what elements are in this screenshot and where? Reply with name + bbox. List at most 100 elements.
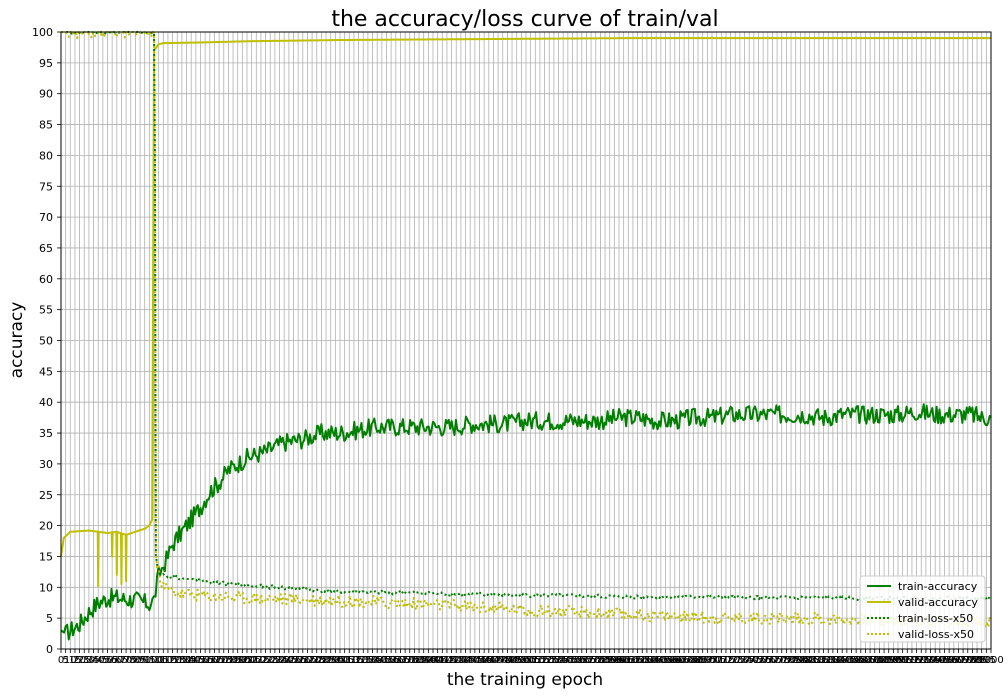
x-tick-label: 105 xyxy=(149,655,168,666)
x-tick-label: 525 xyxy=(540,655,559,666)
y-tick-label: 20 xyxy=(39,520,53,533)
x-tick-label: 300 xyxy=(330,655,349,666)
x-tick-label: 750 xyxy=(749,655,768,666)
x-tick-label: 630 xyxy=(637,655,656,666)
x-tick-label: 455 xyxy=(475,655,494,666)
x-tick-label: 535 xyxy=(549,655,568,666)
x-tick-label: 995 xyxy=(977,655,996,666)
x-tick-label: 170 xyxy=(210,655,229,666)
x-tick-label: 270 xyxy=(303,655,322,666)
x-tick-label: 765 xyxy=(763,655,782,666)
x-tick-label: 970 xyxy=(954,655,973,666)
x-tick-label: 985 xyxy=(968,655,987,666)
x-tick-label: 770 xyxy=(768,655,787,666)
x-tick-label: 900 xyxy=(888,655,907,666)
y-tick-label: 75 xyxy=(39,180,53,193)
x-tick-label: 805 xyxy=(800,655,819,666)
x-tick-label: 650 xyxy=(656,655,675,666)
x-tick-label: 110 xyxy=(154,655,173,666)
x-tick-label: 760 xyxy=(758,655,777,666)
y-tick-label: 35 xyxy=(39,427,53,440)
x-tick-label: 610 xyxy=(619,655,638,666)
x-tick-label: 595 xyxy=(605,655,624,666)
x-tick-label: 885 xyxy=(875,655,894,666)
x-tick-label: 855 xyxy=(847,655,866,666)
x-tick-label: 895 xyxy=(884,655,903,666)
x-tick-label: 480 xyxy=(498,655,517,666)
x-tick-label: 495 xyxy=(512,655,531,666)
x-tick-label: 725 xyxy=(726,655,745,666)
x-tick-label: 490 xyxy=(507,655,526,666)
series-line-train-loss-x50 xyxy=(61,31,992,602)
x-tick-label: 625 xyxy=(633,655,652,666)
x-tick-label: 200 xyxy=(237,655,256,666)
x-tick-label: 580 xyxy=(591,655,610,666)
y-tick-label: 15 xyxy=(39,550,53,563)
x-tick-label: 100 xyxy=(144,655,163,666)
y-tick-label: 25 xyxy=(39,489,53,502)
x-tick-label: 40 xyxy=(92,655,105,666)
x-tick-label: 90 xyxy=(138,655,151,666)
x-tick-label: 410 xyxy=(433,655,452,666)
x-tick-label: 260 xyxy=(293,655,312,666)
x-tick-label: 415 xyxy=(437,655,456,666)
x-tick-label: 450 xyxy=(470,655,489,666)
x-tick-label: 120 xyxy=(163,655,182,666)
x-tick-label: 685 xyxy=(689,655,708,666)
x-tick-label: 935 xyxy=(921,655,940,666)
x-tick-label: 70 xyxy=(120,655,133,666)
x-tick-label: 310 xyxy=(340,655,359,666)
x-tick-label: 245 xyxy=(279,655,298,666)
x-tick-label: 130 xyxy=(172,655,191,666)
x-tick-label: 775 xyxy=(772,655,791,666)
x-tick-label: 10 xyxy=(64,655,77,666)
x-tick-label: 825 xyxy=(819,655,838,666)
x-tick-label: 500 xyxy=(516,655,535,666)
x-tick-label: 460 xyxy=(479,655,498,666)
x-tick-label: 45 xyxy=(96,655,109,666)
x-tick-label: 365 xyxy=(391,655,410,666)
x-tick-label: 990 xyxy=(972,655,991,666)
x-tick-label: 240 xyxy=(275,655,294,666)
x-tick-label: 325 xyxy=(354,655,373,666)
x-axis: 0510152025303540455055606570758085909510… xyxy=(58,649,1004,666)
x-tick-label: 810 xyxy=(805,655,824,666)
y-tick-label: 10 xyxy=(39,581,53,594)
y-tick-label: 70 xyxy=(39,211,53,224)
x-tick-label: 665 xyxy=(670,655,689,666)
x-tick-label: 720 xyxy=(721,655,740,666)
x-tick-label: 370 xyxy=(396,655,415,666)
x-tick-label: 430 xyxy=(451,655,470,666)
x-tick-label: 740 xyxy=(740,655,759,666)
x-tick-label: 280 xyxy=(312,655,331,666)
x-tick-label: 860 xyxy=(851,655,870,666)
x-tick-label: 340 xyxy=(368,655,387,666)
x-tick-label: 785 xyxy=(782,655,801,666)
x-tick-label: 540 xyxy=(554,655,573,666)
x-tick-label: 360 xyxy=(386,655,405,666)
x-tick-label: 285 xyxy=(317,655,336,666)
y-tick-label: 95 xyxy=(39,57,53,70)
x-tick-label: 95 xyxy=(143,655,156,666)
x-tick-label: 780 xyxy=(777,655,796,666)
x-tick-label: 145 xyxy=(186,655,205,666)
x-tick-label: 375 xyxy=(400,655,419,666)
x-tick-label: 530 xyxy=(544,655,563,666)
x-tick-label: 160 xyxy=(200,655,219,666)
x-tick-label: 975 xyxy=(958,655,977,666)
x-tick-label: 400 xyxy=(423,655,442,666)
x-tick-label: 790 xyxy=(786,655,805,666)
x-tick-label: 250 xyxy=(284,655,303,666)
x-tick-label: 320 xyxy=(349,655,368,666)
x-tick-label: 965 xyxy=(949,655,968,666)
x-tick-label: 915 xyxy=(902,655,921,666)
x-tick-label: 705 xyxy=(707,655,726,666)
x-tick-label: 670 xyxy=(675,655,694,666)
x-tick-label: 0 xyxy=(58,655,64,666)
x-tick-label: 875 xyxy=(865,655,884,666)
x-tick-label: 550 xyxy=(563,655,582,666)
x-tick-label: 315 xyxy=(344,655,363,666)
x-tick-label: 700 xyxy=(702,655,721,666)
